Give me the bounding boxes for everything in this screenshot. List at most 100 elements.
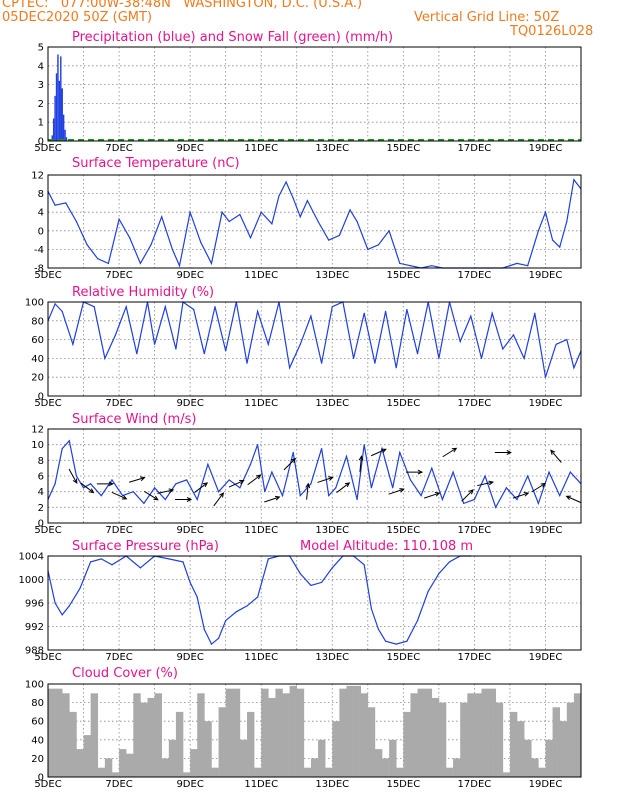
temp-data-point [118,218,120,220]
rh-data-point [470,315,472,317]
cloud-ytick-label: 20 [31,754,44,765]
cloud-bar [268,697,276,777]
rh-data-point [175,348,177,350]
rh-data-point [164,306,166,308]
pres-data-point [54,602,56,604]
wind-data-point [559,494,561,497]
wind-arrow-head [72,478,78,485]
wind-data-point [143,502,145,505]
wind-frame [47,428,582,524]
wind-data-point [328,494,330,497]
cloud-bar [111,772,120,777]
wind-arrow-shaft [424,492,440,499]
wind-arrow-head [219,492,225,498]
temp-data-point [367,248,369,250]
temp-xtick-label: 13DEC [315,270,349,281]
temp-xtick-label: 5DEC [34,270,61,281]
temp-ytick-label: 4 [38,208,44,219]
pres-data-point [299,573,301,575]
wind-arrow-head [451,447,458,453]
rh-data-point [246,362,248,364]
temp-data-point [200,241,202,244]
pres-data-point [267,558,269,560]
cloud-bar [467,693,475,777]
header-code: TQ0126L028 [510,24,594,39]
cloud-bar [417,688,425,777]
temp-data-point [161,216,163,218]
temp-data-point [431,265,433,267]
precip-xtick-label: 11DEC [244,143,278,154]
cloud-bar [495,702,504,777]
pres-data-point [217,637,220,639]
wind-arrow-head [274,495,281,501]
wind-ytick-label: 0 [38,519,44,530]
cloud-bar [154,693,163,777]
rh-data-point [544,376,547,378]
cloud-bar [289,685,298,777]
cloud-xtick-label: 9DEC [176,779,203,790]
temp-data-point [97,258,99,260]
wind-xtick-label: 19DEC [529,525,563,536]
temp-data-point [189,211,191,213]
wind-xtick-label: 5DEC [34,525,61,536]
pres-data-point [438,573,440,575]
cloud-bar [403,711,411,777]
cloud-bar [410,693,418,777]
pres-xtick-label: 7DEC [105,652,132,663]
wind-arrow-head [168,488,175,494]
rh-data-point [573,367,575,369]
precip-frame [47,46,582,142]
cloud-bar [367,707,376,777]
wind-data-point [505,487,507,489]
wind-arrow-shaft [388,488,404,495]
cloud-bar [339,688,347,777]
wind-data-point [335,487,337,489]
rh-data-point [72,343,74,345]
rh-data-point [289,367,291,369]
pres-data-point [168,558,170,560]
temp-data-point [239,213,241,216]
temp-data-point [527,265,529,267]
wind-arrow-shaft [283,458,296,471]
wind-arrow-shaft [157,489,174,494]
wind-data-point [495,506,497,508]
wind-arrow-head [550,449,556,455]
cloud-bar [438,702,447,777]
wind-ytick-label: 8 [38,456,44,467]
temp-data-point [249,237,252,239]
rh-data-point [125,306,127,308]
rh-data-point [363,312,365,314]
wind-arrow-shaft [370,448,386,457]
rh-data-point [374,362,376,364]
precip-bar [52,118,55,141]
temp-data-point [551,239,554,241]
wind-arrow-head [202,482,209,488]
temp-data-point [107,262,110,264]
temp-data-point [171,248,173,250]
wind-xtick-label: 9DEC [176,525,203,536]
temp-series-line [47,178,582,269]
rh-data-point [136,353,138,355]
wind-data-point [75,475,78,477]
precip-bar [57,54,59,141]
rh-xtick-label: 19DEC [529,398,563,409]
wind-data-point [537,502,539,505]
cloud-ytick-label: 60 [31,717,44,728]
pres-data-point [406,640,408,642]
pres-data-point [384,640,387,642]
wind-arrow-head [239,479,245,485]
wind-data-point [399,451,401,454]
precip-bar [61,88,63,141]
pres-data-point [203,628,205,631]
wind-xtick-label: 7DEC [105,525,132,536]
pres-ytick-label: 996 [25,599,44,610]
pres-data-point [111,564,113,566]
precip-ytick-label: 2 [38,99,44,110]
wind-arrow-head [488,480,495,486]
temp-data-point [409,265,412,267]
wind-data-point [249,463,252,465]
temp-data-point [516,262,518,264]
wind-arrow-shaft [247,474,261,486]
cloud-bar [360,693,369,777]
cloud-title: Cloud Cover (%) [72,666,178,681]
